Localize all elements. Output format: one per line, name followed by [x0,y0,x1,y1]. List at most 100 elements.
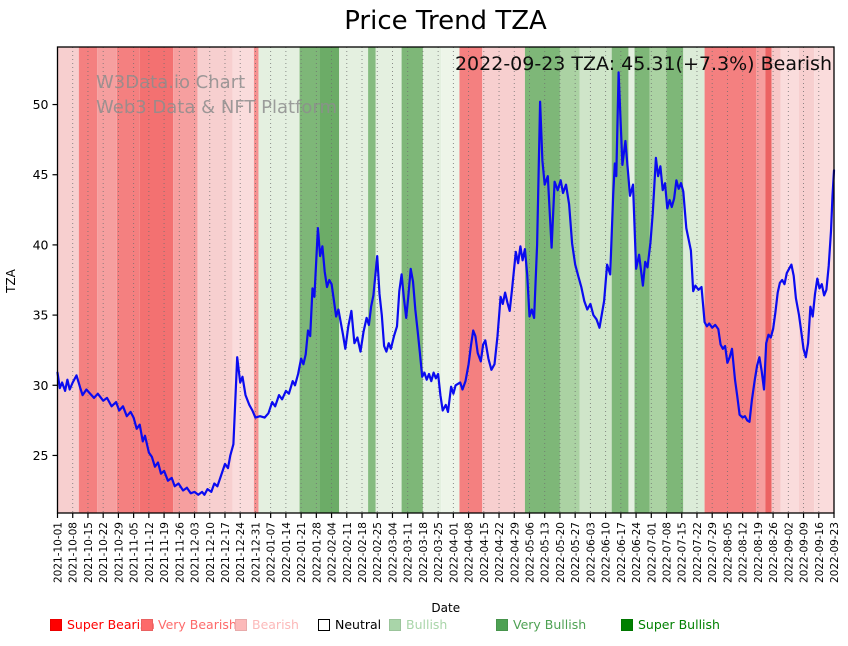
x-tick-label: 2022-06-17 [616,522,628,583]
x-tick-label: 2022-02-25 [372,522,384,583]
x-tick-label: 2022-03-18 [418,522,430,583]
x-tick-label: 2021-11-26 [174,522,186,583]
x-tick-label: 2022-02-04 [327,522,339,583]
band-very-bearish [704,47,757,513]
x-tick-label: 2022-08-19 [753,522,765,583]
x-tick-label: 2022-04-29 [509,522,521,583]
gridlines-layer [57,47,835,513]
legend-label: Super Bearish [67,617,155,632]
x-tick-label: 2022-05-20 [555,522,567,583]
x-tick-label: 2022-09-23 [829,522,841,583]
legend-item-super-bearish: Super Bearish [50,617,155,632]
x-tick-label: 2021-10-22 [98,522,110,583]
x-tick-label: 2021-12-24 [235,522,247,583]
x-tick-label: 2022-08-12 [738,522,750,583]
x-tick-label: 2021-12-10 [205,522,217,583]
x-tick-label: 2022-07-15 [677,522,689,583]
band-bearish [57,47,79,513]
legend-swatch [50,618,62,631]
x-tick-label: 2022-07-08 [662,522,674,583]
band-bearish [232,47,254,513]
x-tick-label: 2022-07-01 [646,522,658,583]
band-very-bearish [139,47,174,513]
x-tick-label: 2022-09-16 [814,522,826,583]
legend-label: Bearish [252,617,299,632]
x-tick-label: 2022-03-25 [433,522,445,583]
band-very-bullish [368,47,376,513]
y-tick-label: 30 [33,378,49,393]
y-tick-label: 35 [33,308,49,323]
x-tick-label: 2021-11-12 [144,522,156,583]
band-very-bullish [666,47,684,513]
x-tick-label: 2022-09-02 [783,522,795,583]
legend-label: Super Bullish [638,617,720,632]
x-tick-label: 2022-05-06 [524,522,536,583]
x-tick-label: 2022-03-11 [403,522,415,583]
band-bullish [441,47,460,513]
x-tick-label: 2022-01-14 [281,522,293,583]
x-tick-label: 2021-10-15 [83,522,95,583]
legend-item-neutral: Neutral [318,617,381,632]
price-line-layer [56,71,836,496]
axes-frame-layer [56,46,835,514]
x-tick-label: 2022-07-22 [692,522,704,583]
x-tick-label: 2021-12-03 [190,522,202,583]
y-tick-label: 25 [33,448,49,463]
x-tick-label: 2021-12-17 [220,522,232,583]
x-tick-label: 2022-09-09 [799,522,811,583]
band-bullish [422,47,442,513]
band-bearish [771,47,781,513]
band-very-bullish [299,47,320,513]
x-tick-label: 2022-04-22 [494,522,506,583]
band-bearish [798,47,815,513]
band-very-bearish [253,47,259,513]
x-tick-label: 2021-10-29 [113,522,125,583]
x-tick-label: 2022-04-01 [448,522,460,583]
band-bullish [339,47,369,513]
legend: Super Bearish Very Bearish Bearish Neutral B… [0,617,848,643]
x-tick-label: 2022-08-05 [722,522,734,583]
legend-item-very-bearish: Very Bearish [141,617,237,632]
legend-label: Very Bullish [513,617,587,632]
band-bearish [780,47,799,513]
axes-frame [56,46,835,514]
price-line-tza [56,71,836,496]
chart-title: Price Trend TZA [344,6,547,36]
x-tick-label: 2021-11-19 [159,522,171,583]
last-value-annotation: 2022-09-23 TZA: 45.31(+7.3%) Bearish [454,53,832,75]
legend-item-very-bullish: Very Bullish [496,617,586,632]
x-tick-label: 2022-05-13 [540,522,552,583]
band-very-bullish [524,47,560,513]
x-tick-label: 2022-08-26 [768,522,780,583]
band-very-bearish [756,47,766,513]
legend-swatch [318,618,330,631]
band-very-bearish [173,47,198,513]
band-bullish [559,47,580,513]
x-tick-label: 2022-04-15 [479,522,491,583]
x-axis-label: Date [431,601,460,615]
legend-label: Neutral [335,617,382,632]
x-tick-label: 2022-07-29 [707,522,719,583]
band-bullish [628,47,635,513]
legend-swatch [235,618,247,631]
x-tick-label: 2021-10-08 [68,522,80,583]
x-tick-label: 2022-02-11 [342,522,354,583]
x-tick-label: 2022-01-07 [266,522,278,583]
x-tick-label: 2022-02-18 [357,522,369,583]
legend-item-bullish: Bullish [389,617,447,632]
band-very-bearish [97,47,117,513]
band-super-bearish [765,47,772,513]
band-bullish [683,47,705,513]
legend-swatch [141,618,153,631]
x-tick-label: 2022-01-21 [296,522,308,583]
band-bullish [258,47,300,513]
band-very-bearish [116,47,140,513]
y-axis-label: TZA [4,268,18,294]
x-tick-label: 2022-04-08 [464,522,476,583]
legend-swatch [496,618,508,631]
x-tick-label: 2022-06-03 [585,522,597,583]
y-tick-label: 40 [33,237,49,252]
y-tick-label: 50 [33,97,49,112]
